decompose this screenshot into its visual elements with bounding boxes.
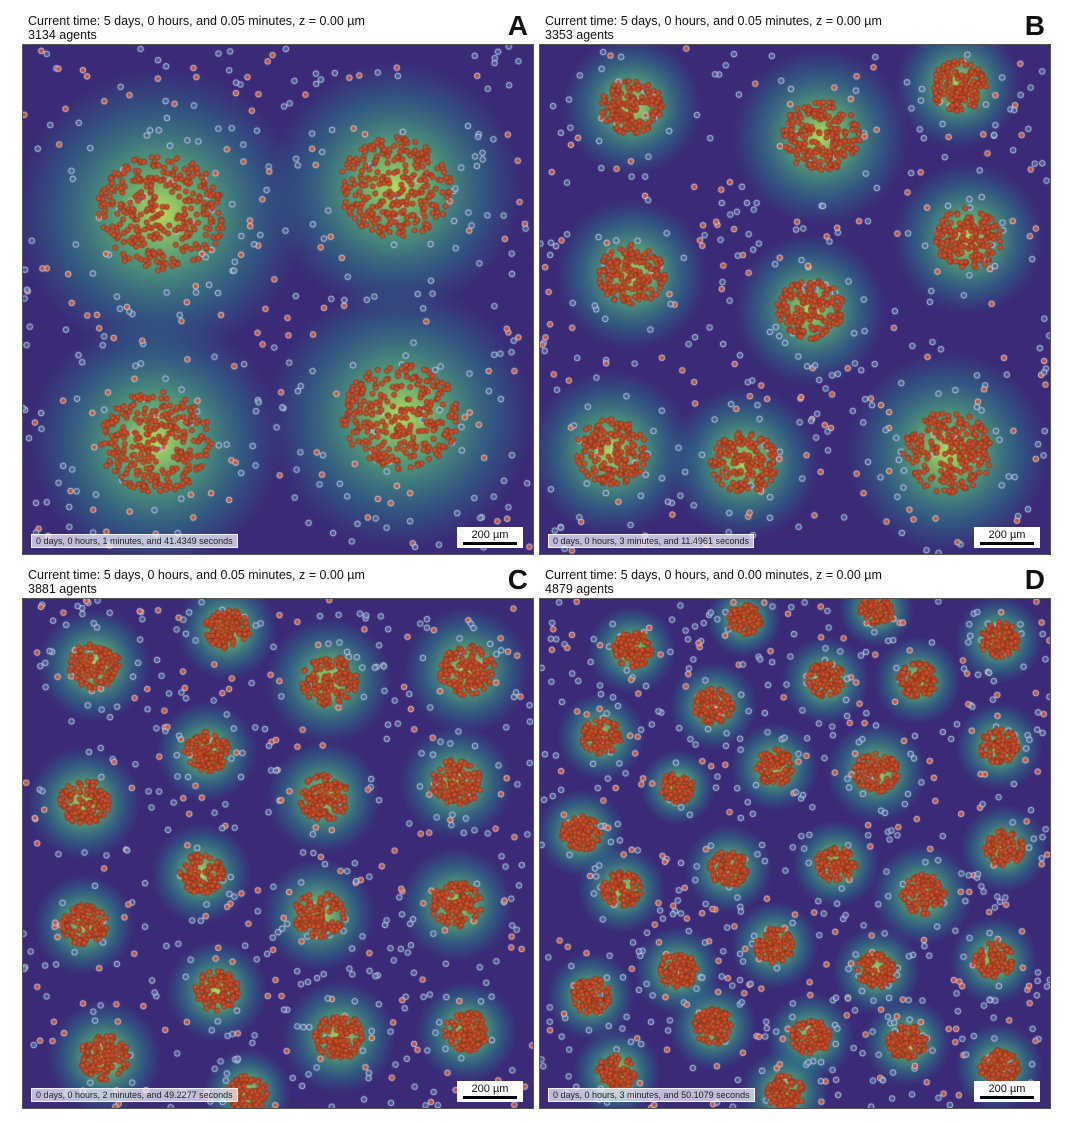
scale-bar-line [980, 1096, 1034, 1099]
panel-header: Current time: 5 days, 0 hours, and 0.05 … [28, 568, 365, 596]
agent-count-label: 3881 agents [28, 582, 97, 596]
agent-count-label: 3134 agents [28, 28, 97, 42]
scale-bar-label: 200 µm [988, 1083, 1026, 1095]
simulation-image: 0 days, 0 hours, 3 minutes, and 11.4961 … [539, 44, 1051, 555]
elapsed-clock: 0 days, 0 hours, 2 minutes, and 49.2277 … [31, 1088, 238, 1102]
scale-bar-line [463, 542, 517, 545]
panel-letter: B [1024, 10, 1045, 41]
current-time-label: Current time: 5 days, 0 hours, and 0.05 … [28, 14, 365, 28]
panel-letter: D [1024, 564, 1045, 595]
elapsed-clock: 0 days, 0 hours, 3 minutes, and 11.4961 … [548, 534, 754, 548]
simulation-canvas [540, 45, 1050, 554]
current-time-label: Current time: 5 days, 0 hours, and 0.05 … [545, 14, 882, 28]
scale-bar: 200 µm [457, 1081, 523, 1102]
panel-letter: A [507, 10, 528, 41]
scale-bar-line [980, 542, 1034, 545]
scale-bar: 200 µm [457, 527, 523, 548]
panel-c: Current time: 5 days, 0 hours, and 0.05 … [22, 562, 534, 1115]
panel-d: Current time: 5 days, 0 hours, and 0.00 … [539, 562, 1051, 1115]
simulation-canvas [23, 45, 533, 554]
simulation-image: 0 days, 0 hours, 1 minutes, and 41.4349 … [22, 44, 534, 555]
scale-bar: 200 µm [974, 1081, 1040, 1102]
panel-header: Current time: 5 days, 0 hours, and 0.05 … [28, 14, 365, 42]
elapsed-clock: 0 days, 0 hours, 1 minutes, and 41.4349 … [31, 534, 238, 548]
current-time-label: Current time: 5 days, 0 hours, and 0.00 … [545, 568, 882, 582]
scale-bar: 200 µm [974, 527, 1040, 548]
panel-b: Current time: 5 days, 0 hours, and 0.05 … [539, 8, 1051, 561]
panel-header: Current time: 5 days, 0 hours, and 0.00 … [545, 568, 882, 596]
scale-bar-label: 200 µm [988, 529, 1026, 541]
scale-bar-label: 200 µm [471, 529, 509, 541]
panel-letter: C [507, 564, 528, 595]
panel-header: Current time: 5 days, 0 hours, and 0.05 … [545, 14, 882, 42]
agent-count-label: 3353 agents [545, 28, 614, 42]
scale-bar-line [463, 1096, 517, 1099]
agent-count-label: 4879 agents [545, 582, 614, 596]
simulation-canvas [540, 599, 1050, 1108]
scale-bar-label: 200 µm [471, 1083, 509, 1095]
current-time-label: Current time: 5 days, 0 hours, and 0.05 … [28, 568, 365, 582]
simulation-canvas [23, 599, 533, 1108]
simulation-image: 0 days, 0 hours, 3 minutes, and 50.1079 … [539, 598, 1051, 1109]
panel-a: Current time: 5 days, 0 hours, and 0.05 … [22, 8, 534, 561]
elapsed-clock: 0 days, 0 hours, 3 minutes, and 50.1079 … [548, 1088, 755, 1102]
simulation-image: 0 days, 0 hours, 2 minutes, and 49.2277 … [22, 598, 534, 1109]
